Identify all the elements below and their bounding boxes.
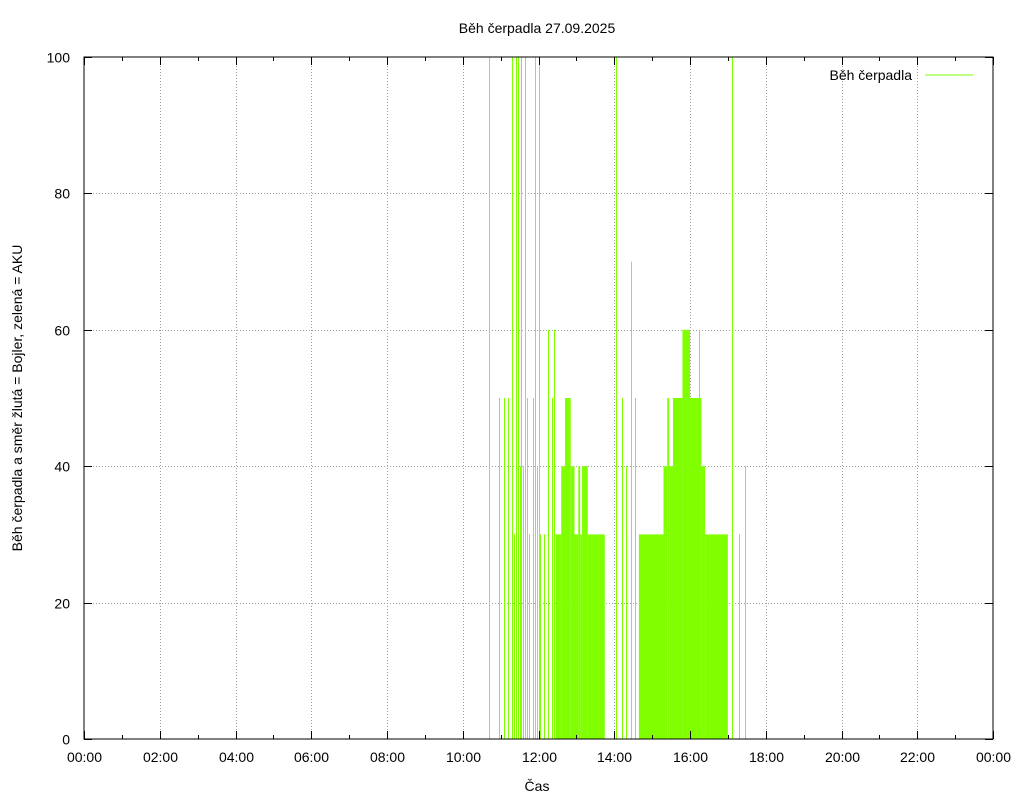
x-tick-label: 04:00 (219, 749, 254, 765)
x-tick-label: 06:00 (294, 749, 329, 765)
data-block (705, 534, 728, 739)
x-tick-label: 16:00 (673, 749, 708, 765)
data-block (663, 466, 668, 739)
x-tick-label: 02:00 (143, 749, 178, 765)
y-tick-label: 0 (62, 732, 70, 748)
data-block (582, 466, 588, 739)
y-tick-label: 100 (47, 50, 71, 66)
data-block (578, 466, 581, 739)
data-layer (489, 57, 746, 739)
data-block (669, 466, 673, 739)
data-block (574, 534, 579, 739)
y-tick-label: 80 (54, 186, 70, 202)
data-block (690, 398, 702, 739)
data-block (561, 466, 566, 739)
data-block (580, 534, 583, 739)
y-axis-label: Běh čerpadla a směr žlutá = Bojler, zele… (9, 245, 25, 552)
data-block (667, 398, 670, 739)
data-block (701, 466, 706, 739)
plot-frame (83, 56, 994, 740)
data-block (555, 534, 562, 739)
x-tick-label: 22:00 (900, 749, 935, 765)
grid-layer (84, 57, 993, 739)
x-tick-label: 14:00 (597, 749, 632, 765)
data-block (570, 466, 575, 739)
data-block (565, 398, 571, 739)
x-tick-label: 12:00 (522, 749, 557, 765)
x-tick-label: 20:00 (825, 749, 860, 765)
data-block (587, 534, 605, 739)
x-tick-label: 10:00 (446, 749, 481, 765)
y-tick-label: 60 (54, 323, 70, 339)
y-tick-label: 40 (54, 459, 70, 475)
tick-layer: 00:00 02:00 04:00 06:00 08:00 10:00 12:00 14:00… (47, 50, 1012, 766)
x-tick-label: 08:00 (370, 749, 405, 765)
data-block (682, 329, 690, 739)
x-tick-label: 18:00 (749, 749, 784, 765)
chart-title: Běh čerpadla 27.09.2025 (459, 20, 616, 36)
data-block (672, 398, 683, 739)
data-block (638, 534, 664, 739)
y-tick-label: 20 (54, 596, 70, 612)
legend: Běh čerpadla (829, 67, 973, 83)
x-tick-label: 00:00 (67, 749, 102, 765)
x-axis-label: Čas (525, 778, 550, 794)
legend-label: Běh čerpadla (829, 67, 912, 83)
x-tick-label: 00:00 (976, 749, 1011, 765)
